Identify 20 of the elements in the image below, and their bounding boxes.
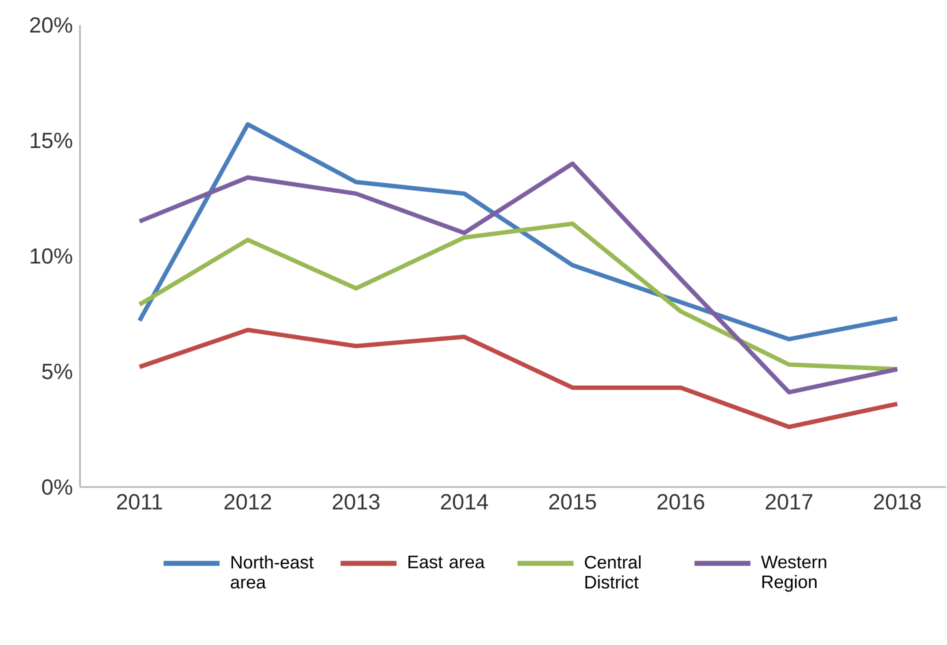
x-tick-label: 2011: [117, 494, 162, 510]
x-tick-label: 2013: [332, 494, 380, 510]
y-tick-label: 20%: [30, 17, 72, 33]
y-tick-label: 15%: [30, 132, 72, 148]
legend-label: North-east area: [230, 555, 314, 589]
y-tick-label: 5%: [42, 364, 72, 380]
legend-label: Central District: [584, 555, 641, 589]
line-series: [137, 328, 900, 430]
legend-label: Western Region: [761, 556, 826, 592]
y-tick-label: 10%: [30, 248, 72, 264]
x-tick-label: 2014: [441, 494, 488, 510]
x-tick-label: 2018: [874, 494, 921, 510]
x-tick-label: 2015: [549, 494, 596, 510]
line-series: [137, 221, 900, 372]
x-tick-label: 2012: [224, 494, 272, 510]
x-tick-label: 2017: [766, 494, 812, 510]
legend-label: East area: [408, 556, 485, 568]
x-tick-label: 2016: [658, 494, 704, 510]
y-tick-label: 0%: [42, 479, 72, 495]
line-series: [137, 161, 900, 394]
